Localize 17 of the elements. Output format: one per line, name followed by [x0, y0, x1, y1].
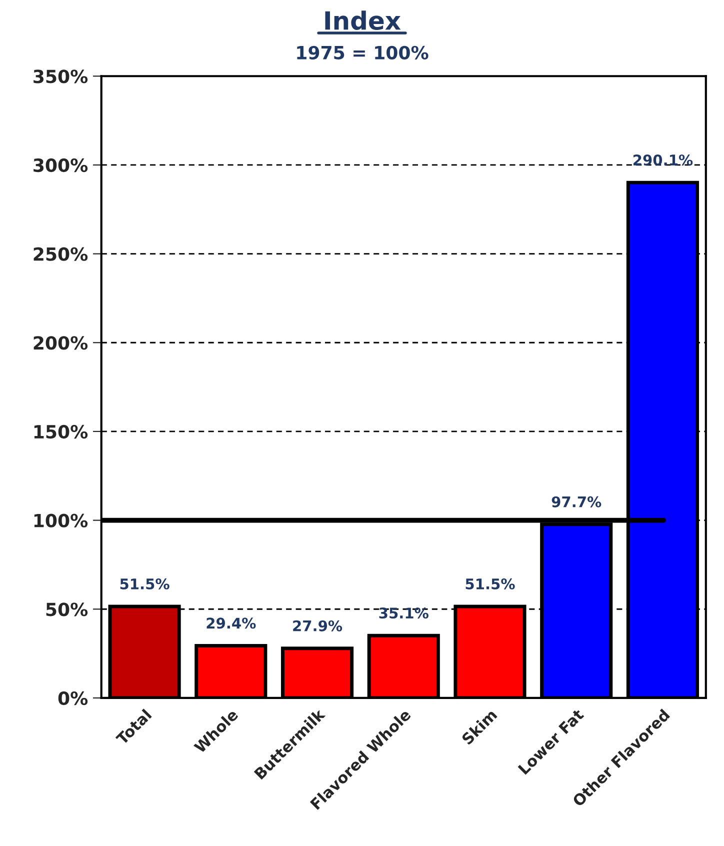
y-tick-label: 200% [34, 336, 88, 350]
data-label: 35.1% [379, 608, 428, 619]
y-tick-label: 50% [46, 602, 88, 616]
data-label: 290.1% [634, 154, 693, 166]
chart-subtitle: 1975 = 100% [297, 46, 428, 60]
y-tick-label: 300% [34, 158, 88, 172]
data-label: 27.9% [293, 620, 342, 632]
data-label: 97.7% [552, 496, 602, 508]
y-tick-label: 250% [34, 247, 88, 261]
data-label: 29.4% [206, 618, 256, 629]
y-tick-label: 0% [58, 691, 88, 706]
data-label: 51.5% [120, 578, 170, 590]
y-tick-label: 350% [34, 70, 88, 84]
data-label: 51.5% [466, 578, 515, 590]
y-tick-label: 150% [34, 424, 88, 439]
chart-title: Index [325, 10, 401, 30]
y-tick-label: 100% [34, 514, 88, 528]
